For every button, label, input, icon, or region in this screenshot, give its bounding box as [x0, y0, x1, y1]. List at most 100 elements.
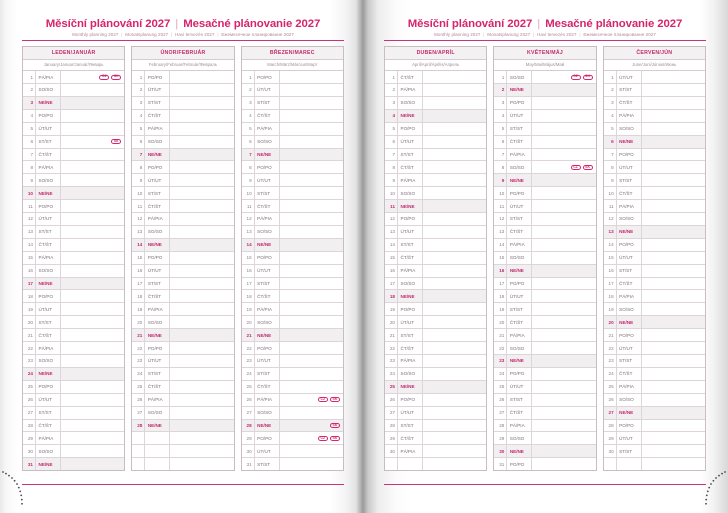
- day-row[interactable]: 17 ST/ST: [241, 277, 343, 291]
- day-row[interactable]: [604, 458, 705, 471]
- day-row[interactable]: 7 ČT/ŠT: [23, 148, 125, 162]
- day-row[interactable]: [385, 458, 486, 471]
- day-note-field[interactable]: [280, 110, 343, 122]
- day-note-field[interactable]: [532, 149, 595, 161]
- day-note-field[interactable]: [642, 265, 705, 277]
- day-row[interactable]: 8 PO/PO: [241, 161, 343, 175]
- day-row[interactable]: 20 ÚT/UT: [385, 316, 487, 330]
- day-note-field[interactable]: [61, 303, 124, 315]
- day-row[interactable]: 7 PÁ/PIA: [494, 148, 596, 162]
- day-note-field[interactable]: CZ SK: [61, 71, 124, 83]
- day-row[interactable]: 26 ST/ST: [494, 393, 596, 407]
- day-row[interactable]: 22 PÁ/PIA: [23, 342, 125, 355]
- day-row[interactable]: 2 PÁ/PIA: [385, 83, 487, 97]
- day-note-field[interactable]: [423, 303, 486, 315]
- day-note-field[interactable]: [423, 123, 486, 135]
- day-row[interactable]: 17 PO/PO: [494, 277, 596, 291]
- day-note-field[interactable]: [423, 252, 486, 264]
- day-row[interactable]: 6 ČT/ŠT: [494, 135, 596, 149]
- day-row[interactable]: 11 ÚT/UT: [494, 200, 596, 214]
- day-row[interactable]: 8 SO/SO CZ SK: [494, 161, 596, 175]
- day-row[interactable]: 9 ST/ST: [603, 174, 705, 188]
- day-row[interactable]: 20 SO/SO: [241, 316, 343, 330]
- day-note-field[interactable]: [642, 458, 705, 470]
- day-row[interactable]: 12 ST/ST: [494, 213, 596, 226]
- day-row[interactable]: 19 PO/PO: [385, 303, 487, 317]
- day-row[interactable]: 29 ČT/ŠT: [385, 432, 487, 446]
- day-note-field[interactable]: [280, 226, 343, 238]
- day-note-field[interactable]: [423, 394, 486, 406]
- day-row[interactable]: 27 ÚT/UT: [385, 406, 487, 420]
- day-row[interactable]: 5 PÁ/PIA: [241, 122, 343, 136]
- day-row[interactable]: 13 ÚT/UT: [385, 225, 487, 239]
- day-note-field[interactable]: SK: [280, 420, 343, 432]
- day-row[interactable]: 18 ČT/ŠT: [132, 290, 234, 304]
- day-note-field[interactable]: [280, 265, 343, 277]
- day-note-field[interactable]: [532, 200, 595, 212]
- day-note-field[interactable]: [61, 84, 124, 96]
- day-note-field[interactable]: CZ SK: [280, 394, 343, 406]
- day-row[interactable]: 28 NE/NE: [132, 419, 234, 433]
- day-row[interactable]: 26 ÚT/UT: [23, 393, 125, 407]
- day-row[interactable]: 12 SO/SO: [603, 213, 705, 226]
- day-row[interactable]: 14 NE/NE: [241, 238, 343, 252]
- day-row[interactable]: 30 NE/NE: [494, 445, 596, 459]
- day-row[interactable]: 14 PÁ/PIA: [494, 238, 596, 252]
- day-row[interactable]: 23 NE/NE: [494, 355, 596, 368]
- day-row[interactable]: 18 ČT/ŠT: [241, 290, 343, 304]
- day-note-field[interactable]: [642, 187, 705, 199]
- day-note-field[interactable]: [280, 174, 343, 186]
- day-note-field[interactable]: [170, 342, 233, 354]
- day-row[interactable]: 17 ST/ST: [132, 277, 234, 291]
- day-row[interactable]: 10 ST/ST: [241, 187, 343, 201]
- day-note-field[interactable]: [642, 136, 705, 148]
- day-row[interactable]: 2 NE/NE: [494, 83, 596, 97]
- day-note-field[interactable]: [423, 239, 486, 251]
- day-row[interactable]: 11 NE/NE: [385, 200, 487, 214]
- day-row[interactable]: 15 ČT/ŠT: [385, 251, 487, 265]
- day-note-field[interactable]: [642, 368, 705, 380]
- day-note-field[interactable]: [170, 265, 233, 277]
- day-row[interactable]: 1 ÚT/UT: [603, 71, 705, 84]
- day-note-field[interactable]: [280, 381, 343, 393]
- day-row[interactable]: 6 NE/NE: [603, 135, 705, 149]
- day-row[interactable]: 3 SO/SO: [385, 96, 487, 110]
- day-row[interactable]: 13 ČT/ŠT: [494, 225, 596, 239]
- day-row[interactable]: 29 PÁ/PIA: [23, 432, 125, 446]
- day-note-field[interactable]: [170, 458, 233, 470]
- day-note-field[interactable]: [642, 303, 705, 315]
- day-row[interactable]: 23 PÁ/PIA: [385, 355, 487, 368]
- day-note-field[interactable]: [642, 161, 705, 173]
- day-row[interactable]: 14 PO/PO: [603, 238, 705, 252]
- day-note-field[interactable]: [61, 394, 124, 406]
- day-row[interactable]: 27 ČT/ŠT: [494, 406, 596, 420]
- day-row[interactable]: 12 ÚT/UT: [23, 213, 125, 226]
- day-row[interactable]: 19 ST/ST: [494, 303, 596, 317]
- day-note-field[interactable]: CZ SK: [280, 432, 343, 444]
- day-row[interactable]: 6 ÚT/UT: [385, 135, 487, 149]
- day-row[interactable]: 2 ÚT/UT: [132, 83, 234, 97]
- day-note-field[interactable]: [170, 71, 233, 83]
- day-row[interactable]: 13 SO/SO: [241, 225, 343, 239]
- day-note-field[interactable]: [61, 458, 124, 470]
- day-row[interactable]: 15 SO/SO: [494, 251, 596, 265]
- day-note-field[interactable]: [642, 394, 705, 406]
- day-note-field[interactable]: [642, 355, 705, 367]
- day-note-field[interactable]: [423, 342, 486, 354]
- day-note-field[interactable]: [170, 368, 233, 380]
- day-row[interactable]: 3 ST/ST: [132, 96, 234, 110]
- day-row[interactable]: 16 SO/SO: [23, 264, 125, 278]
- day-row[interactable]: 16 NE/NE: [494, 264, 596, 278]
- day-row[interactable]: 8 ÚT/UT: [603, 161, 705, 175]
- day-row[interactable]: 10 ČT/ŠT: [603, 187, 705, 201]
- day-row[interactable]: 15 PÁ/PIA: [23, 251, 125, 265]
- day-note-field[interactable]: [532, 278, 595, 290]
- day-row[interactable]: 26 PO/PO: [385, 393, 487, 407]
- day-note-field[interactable]: [61, 174, 124, 186]
- day-note-field[interactable]: [423, 161, 486, 173]
- day-row[interactable]: 21 NE/NE: [241, 329, 343, 343]
- day-note-field[interactable]: [642, 213, 705, 225]
- day-row[interactable]: 1 PÁ/PIA CZ SK: [23, 71, 125, 84]
- day-row[interactable]: 24 NE/NE: [23, 367, 125, 381]
- day-note-field[interactable]: [423, 149, 486, 161]
